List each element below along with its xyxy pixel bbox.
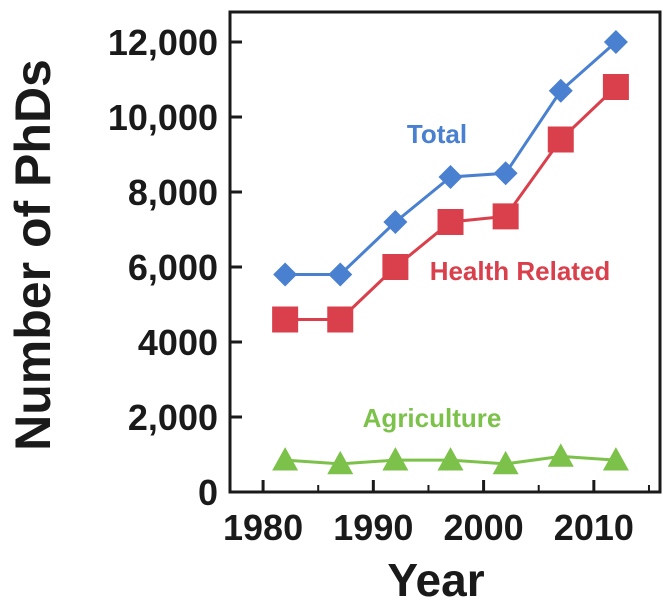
data-point-health-related: [272, 306, 299, 333]
data-point-agriculture: [602, 447, 629, 471]
data-point-health-related: [547, 126, 574, 153]
x-axis-title: Year: [387, 554, 484, 606]
x-tick-label: 1990: [333, 507, 413, 548]
data-point-agriculture: [437, 447, 464, 471]
y-tick-label: 6,000: [128, 247, 218, 288]
y-tick-label: 10,000: [108, 97, 218, 138]
data-point-total: [548, 78, 573, 103]
y-axis-title: Number of PhDs: [5, 59, 61, 451]
x-tick-label: 1980: [223, 507, 303, 548]
x-tick-label: 2000: [444, 507, 524, 548]
data-point-agriculture: [327, 450, 354, 475]
series-label-total: Total: [407, 119, 467, 149]
data-point-agriculture: [272, 447, 299, 471]
data-point-agriculture: [382, 447, 409, 471]
plot-frame: [228, 10, 662, 494]
data-point-total: [493, 161, 518, 186]
y-tick-label: 8,000: [128, 172, 218, 213]
y-tick-label: 0: [198, 472, 218, 513]
data-point-health-related: [437, 209, 464, 235]
data-point-agriculture: [547, 443, 574, 467]
series-label-health-related: Health Related: [430, 256, 611, 286]
data-point-health-related: [602, 74, 629, 100]
data-point-total: [438, 165, 463, 189]
data-point-total: [273, 262, 298, 287]
y-tick-label: 2,000: [128, 397, 218, 438]
y-tick-label: 4000: [138, 322, 218, 363]
y-tick-label: 12,000: [108, 22, 218, 63]
data-point-total: [603, 30, 628, 54]
data-point-total: [328, 262, 353, 287]
data-point-agriculture: [492, 450, 519, 475]
data-point-health-related: [492, 203, 519, 230]
data-point-health-related: [327, 306, 354, 333]
x-tick-label: 2010: [554, 507, 634, 548]
series-line-total: [285, 40, 617, 276]
plot-area: 0 2,000 4000 6,000 8,000 10,000 12,000 1980 1990…: [108, 10, 662, 548]
data-point-total: [383, 210, 408, 234]
series-label-agriculture: Agriculture: [363, 403, 502, 433]
data-point-health-related: [382, 254, 409, 280]
